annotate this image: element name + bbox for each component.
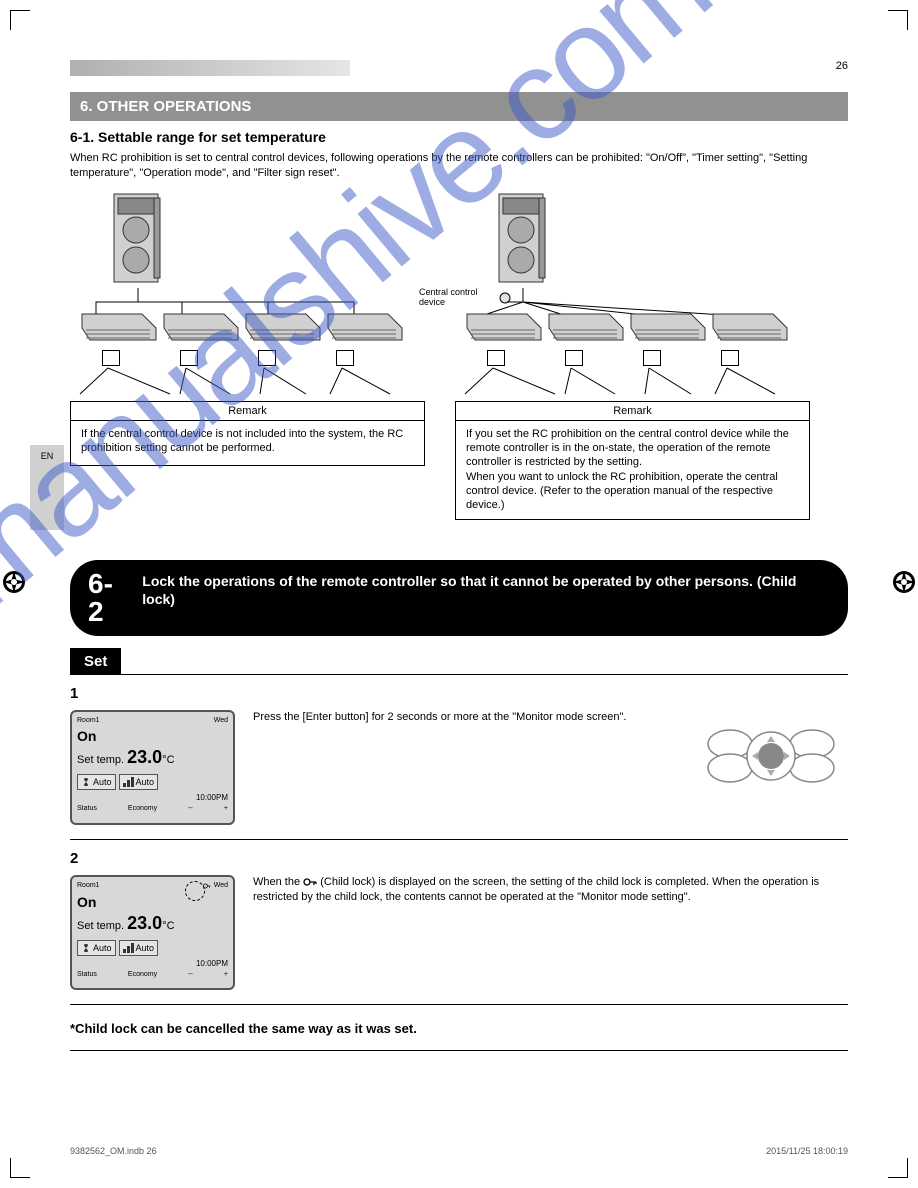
section-heading: 6. OTHER OPERATIONS	[70, 92, 848, 121]
indoor-unit-icon	[80, 312, 158, 346]
lcd-status-text: Status	[77, 971, 97, 978]
lcd-clock: 10:00PM	[77, 959, 228, 968]
dpad-icon	[706, 726, 836, 786]
remote-controller-icon	[336, 350, 354, 366]
crop-mark	[888, 1158, 908, 1178]
indoor-unit-icon	[629, 312, 707, 346]
lcd-mode: Auto	[93, 943, 112, 953]
fan-lines-left	[70, 366, 410, 396]
lcd-status-text: Status	[77, 805, 97, 812]
diagram-right: Central control device Remark If you set…	[455, 192, 810, 520]
step-description: When the (Child lock) is displayed on th…	[253, 875, 848, 990]
lcd-temp-value: 23.0	[127, 913, 162, 933]
lcd-dec: --	[188, 805, 193, 812]
remark-title: Remark	[71, 402, 424, 421]
subsection-number: 6-2	[88, 570, 128, 626]
lcd-day: Wed	[214, 882, 228, 889]
subsection-text: Lock the operations of the remote contro…	[142, 570, 830, 608]
remote-controller-icon	[721, 350, 739, 366]
step-body: 1 Room1Wed On Set temp. 23.0°C Auto Auto	[70, 674, 848, 1051]
lcd-temp-label: Set temp.	[77, 920, 124, 932]
lcd-temp-unit: °C	[162, 754, 174, 766]
indoor-unit-icon	[465, 312, 543, 346]
central-device-label: Central control device	[419, 288, 489, 308]
mode-icon: Auto	[77, 774, 116, 790]
lcd-room: Room1	[77, 717, 100, 724]
indoor-units-row	[465, 312, 810, 346]
intro-text: When RC prohibition is set to central co…	[70, 151, 848, 182]
footer-file: 9382562_OM.indb 26	[70, 1146, 157, 1156]
remote-controller-row	[487, 350, 810, 366]
indoor-units-row	[80, 312, 425, 346]
lcd-room: Room1	[77, 882, 100, 890]
indoor-unit-icon	[547, 312, 625, 346]
lcd-screen-2: Room1 Wed On Set temp. 23.0°C Auto	[70, 875, 235, 990]
header-band	[70, 60, 350, 76]
subsection-title: 6-1. Settable range for set temperature	[70, 129, 848, 145]
lcd-clock: 10:00PM	[77, 793, 228, 802]
outdoor-unit-icon	[495, 192, 553, 287]
remark-box-right: Remark If you set the RC prohibition on …	[455, 401, 810, 520]
subsection-pill: 6-2 Lock the operations of the remote co…	[70, 560, 848, 636]
lcd-economy: Economy	[128, 805, 157, 812]
remark-title: Remark	[456, 402, 809, 421]
remark-body-line1: If you set the RC prohibition on the cen…	[466, 428, 789, 469]
indoor-unit-icon	[162, 312, 240, 346]
fan-icon	[81, 777, 91, 787]
lcd-temp-unit: °C	[162, 920, 174, 932]
remote-controller-icon	[487, 350, 505, 366]
remark-body: If you set the RC prohibition on the cen…	[456, 421, 809, 519]
lcd-temp-value: 23.0	[127, 747, 162, 767]
fan-icon-box: Auto	[119, 774, 159, 790]
divider	[70, 839, 848, 840]
lcd-inc: +	[224, 971, 228, 978]
step2-suffix: (Child lock) is displayed on the screen,…	[253, 876, 819, 903]
lcd-dec: --	[188, 971, 193, 978]
fan-icon	[81, 943, 91, 953]
remote-controller-row	[102, 350, 425, 366]
remark-box-left: Remark If the central control device is …	[70, 401, 425, 466]
key-icon	[303, 877, 317, 887]
lcd-temp-label: Set temp.	[77, 754, 124, 766]
remote-controller-icon	[102, 350, 120, 366]
mode-icon: Auto	[77, 940, 116, 956]
highlight-circle	[185, 881, 205, 901]
page-number: 26	[836, 60, 848, 72]
remote-controller-icon	[643, 350, 661, 366]
lcd-fan: Auto	[136, 777, 155, 787]
lcd-economy: Economy	[128, 971, 157, 978]
lcd-status: On	[77, 894, 228, 910]
step2-prefix: When the	[253, 876, 300, 888]
remote-controller-icon	[565, 350, 583, 366]
diagram-left: Remark If the central control device is …	[70, 192, 425, 520]
page-content: 26 6. OTHER OPERATIONS 6-1. Settable ran…	[0, 0, 918, 1091]
footer: 9382562_OM.indb 26 2015/11/25 18:00:19	[70, 1146, 848, 1156]
fan-lines-right	[455, 366, 795, 396]
fan-icon-box: Auto	[119, 940, 159, 956]
lcd-day: Wed	[214, 717, 228, 724]
outdoor-unit-icon	[110, 192, 168, 287]
divider	[70, 1004, 848, 1005]
lcd-mode: Auto	[93, 777, 112, 787]
divider	[70, 1050, 848, 1051]
diagram-row: Remark If the central control device is …	[70, 192, 848, 520]
step-number: 1	[70, 685, 78, 702]
lcd-screen-1: Room1 Wed On Set temp. 23.0°C Auto Auto	[70, 710, 235, 825]
step-number: 2	[70, 850, 848, 867]
cancel-note: *Child lock can be cancelled the same wa…	[70, 1021, 848, 1036]
remote-controller-icon	[180, 350, 198, 366]
set-tab: Set	[70, 648, 121, 675]
lcd-fan: Auto	[136, 943, 155, 953]
crop-mark	[10, 1158, 30, 1178]
remote-controller-icon	[258, 350, 276, 366]
remark-body-line2: When you want to unlock the RC prohibiti…	[466, 471, 778, 512]
step-content: Room1 Wed On Set temp. 23.0°C Auto	[70, 875, 848, 990]
lcd-inc: +	[224, 805, 228, 812]
footer-timestamp: 2015/11/25 18:00:19	[766, 1146, 848, 1156]
remark-body: If the central control device is not inc…	[71, 421, 424, 465]
indoor-unit-icon	[711, 312, 789, 346]
lcd-status: On	[77, 728, 228, 744]
indoor-unit-icon	[244, 312, 322, 346]
indoor-unit-icon	[326, 312, 404, 346]
